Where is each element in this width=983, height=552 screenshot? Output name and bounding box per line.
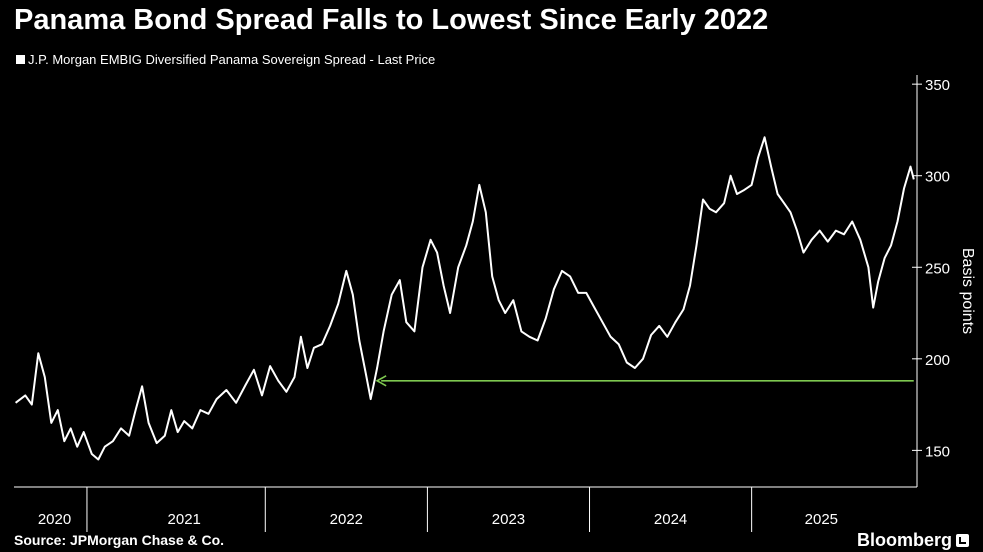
- legend-swatch: [16, 55, 25, 64]
- legend: J.P. Morgan EMBIG Diversified Panama Sov…: [16, 52, 435, 67]
- annotation-arrow-head: [375, 375, 387, 387]
- x-tick-label: 2022: [330, 511, 363, 528]
- brand-name: Bloomberg: [856, 530, 952, 550]
- bloomberg-logo-icon: [956, 534, 969, 547]
- source-note: Source: JPMorgan Chase & Co.: [14, 532, 225, 548]
- y-tick-label: 150: [925, 443, 950, 460]
- x-tick-label: 2021: [168, 511, 201, 528]
- brand: Bloomberg: [857, 530, 969, 551]
- x-tick-label: 2023: [492, 511, 525, 528]
- y-tick-label: 300: [925, 169, 950, 186]
- y-tick-label: 350: [925, 77, 950, 94]
- legend-label: J.P. Morgan EMBIG Diversified Panama Sov…: [28, 52, 436, 67]
- x-tick-label: 2025: [805, 511, 838, 528]
- x-tick-label: 2024: [654, 511, 687, 528]
- y-tick-label: 250: [925, 260, 950, 277]
- y-tick-label: 200: [925, 352, 950, 369]
- series-line: [14, 136, 915, 461]
- y-axis-label: Basis points: [959, 248, 976, 334]
- chart-title: Panama Bond Spread Falls to Lowest Since…: [14, 4, 769, 36]
- x-tick-label: 2020: [38, 511, 71, 528]
